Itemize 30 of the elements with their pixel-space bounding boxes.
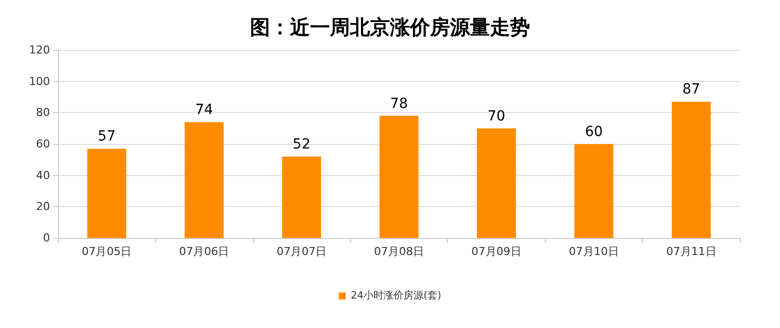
bar	[672, 102, 711, 238]
y-tick-label: 0	[43, 232, 50, 244]
data-label: 74	[195, 102, 214, 118]
y-tick-label: 120	[29, 44, 50, 56]
data-label: 57	[98, 128, 116, 145]
data-label: 52	[292, 136, 310, 153]
legend-label: 24小时涨价房源(套)	[350, 290, 442, 302]
y-tick-label: 40	[36, 168, 50, 182]
x-tick-label: 07月09日	[471, 245, 522, 258]
x-tick-label: 07月07日	[276, 245, 327, 258]
data-label: 70	[488, 108, 506, 124]
bar	[184, 122, 224, 238]
bar	[476, 128, 516, 238]
x-tick-label: 07月11日	[666, 245, 716, 258]
bar	[87, 148, 126, 238]
y-tick-label: 80	[36, 106, 50, 120]
x-tick-label: 07月05日	[82, 245, 132, 258]
y-tick-label: 100	[29, 74, 50, 88]
x-tick-label: 07月10日	[568, 245, 619, 258]
data-label: 60	[584, 124, 603, 140]
chart-title: 图：近一周北京涨价房源量走势	[250, 15, 530, 39]
bar	[574, 144, 614, 238]
data-label: 87	[682, 82, 700, 98]
y-tick-label: 60	[36, 138, 50, 150]
bar	[380, 116, 418, 238]
y-tick-label: 20	[36, 200, 50, 214]
data-label: 78	[390, 96, 408, 112]
x-tick-label: 07月06日	[179, 245, 230, 258]
bar	[282, 156, 322, 238]
x-tick-label: 07月08日	[374, 245, 424, 258]
